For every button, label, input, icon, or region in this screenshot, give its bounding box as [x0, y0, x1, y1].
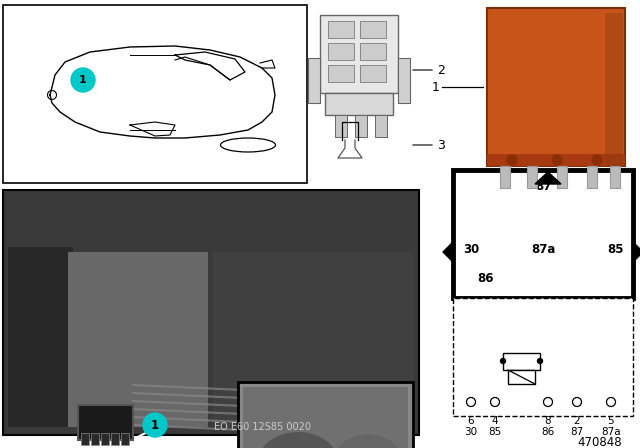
Text: 30: 30 [465, 427, 477, 437]
Text: 470848: 470848 [578, 435, 622, 448]
Circle shape [507, 155, 517, 165]
Text: 87a: 87a [531, 242, 555, 255]
Text: 4: 4 [492, 416, 499, 426]
Text: EO E60 12S85 0020: EO E60 12S85 0020 [214, 422, 312, 432]
Bar [238, 382, 413, 448]
Text: 87a: 87a [601, 427, 621, 437]
Circle shape [47, 90, 56, 99]
Polygon shape [535, 172, 561, 184]
Bar [111, 433, 119, 445]
Circle shape [467, 397, 476, 406]
Text: 86: 86 [541, 427, 555, 437]
Bar [101, 433, 109, 445]
Bar [587, 166, 597, 188]
Circle shape [490, 397, 499, 406]
Ellipse shape [221, 138, 275, 152]
Circle shape [573, 397, 582, 406]
Text: 1: 1 [432, 81, 440, 94]
Ellipse shape [333, 435, 403, 448]
Text: 5: 5 [608, 416, 614, 426]
Text: 30: 30 [463, 242, 479, 255]
Bar [500, 166, 510, 188]
Circle shape [500, 358, 506, 363]
Text: 1: 1 [79, 75, 87, 85]
Bar [8, 247, 73, 427]
Bar [78, 405, 133, 440]
Circle shape [552, 155, 562, 165]
Circle shape [592, 155, 602, 165]
Bar [398, 58, 410, 103]
Bar [328, 21, 354, 38]
Bar [81, 433, 89, 445]
Text: 87: 87 [570, 427, 584, 437]
Bar [213, 252, 413, 427]
Circle shape [71, 68, 95, 92]
Bar [328, 43, 354, 60]
Bar [360, 21, 386, 38]
Bar [325, 93, 393, 115]
Bar [508, 370, 535, 384]
Bar [453, 170, 633, 298]
Bar [328, 65, 354, 82]
Circle shape [543, 397, 552, 406]
Bar [3, 5, 307, 183]
Ellipse shape [258, 432, 338, 448]
Bar [453, 298, 633, 416]
Bar [605, 13, 623, 166]
Bar [557, 166, 567, 188]
Text: 87: 87 [535, 180, 551, 193]
Bar [308, 58, 320, 103]
Text: 6: 6 [468, 416, 474, 426]
Bar [487, 8, 625, 166]
Text: 2: 2 [573, 416, 580, 426]
Text: 85: 85 [607, 242, 623, 255]
Bar [355, 115, 367, 137]
Bar [487, 154, 625, 166]
Circle shape [143, 413, 167, 437]
Text: 8: 8 [545, 416, 551, 426]
Circle shape [607, 397, 616, 406]
Bar [375, 115, 387, 137]
Bar [610, 166, 620, 188]
Bar [121, 433, 129, 445]
Bar [243, 387, 408, 448]
Text: 85: 85 [488, 427, 502, 437]
Polygon shape [633, 242, 640, 262]
Bar [68, 252, 208, 427]
Bar [320, 15, 398, 93]
Text: 1: 1 [151, 418, 159, 431]
Circle shape [538, 358, 543, 363]
Bar [335, 115, 347, 137]
Bar [503, 353, 540, 370]
Bar [3, 190, 419, 435]
Text: 3: 3 [437, 138, 445, 151]
Bar [91, 433, 99, 445]
Bar [360, 65, 386, 82]
Polygon shape [443, 242, 453, 262]
Text: 2: 2 [437, 64, 445, 77]
Bar [360, 43, 386, 60]
Text: 86: 86 [477, 271, 493, 284]
Bar [527, 166, 537, 188]
